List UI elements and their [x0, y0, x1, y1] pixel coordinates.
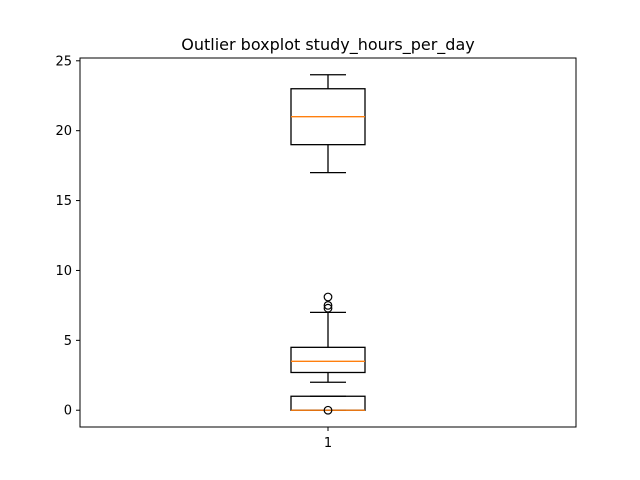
outlier-point: [323, 405, 333, 415]
y-tick-label: 20: [55, 124, 72, 139]
y-tick-label: 10: [55, 264, 72, 279]
box-body: [290, 395, 366, 411]
x-tick-label: 1: [324, 436, 332, 451]
y-tick-label: 5: [64, 334, 72, 349]
box-group-2: [290, 395, 366, 415]
plot-frame: [79, 57, 577, 428]
y-tick-label: 0: [64, 404, 72, 419]
box-group-1: [290, 292, 366, 383]
outlier-point: [323, 303, 333, 313]
y-tick-label: 25: [55, 54, 72, 69]
chart-title: Outlier boxplot study_hours_per_day: [181, 35, 474, 55]
box-body: [290, 346, 366, 374]
outlier-point: [323, 292, 333, 302]
outlier-point: [323, 300, 333, 310]
y-tick-label: 15: [55, 194, 72, 209]
box-group-0: [290, 74, 366, 174]
